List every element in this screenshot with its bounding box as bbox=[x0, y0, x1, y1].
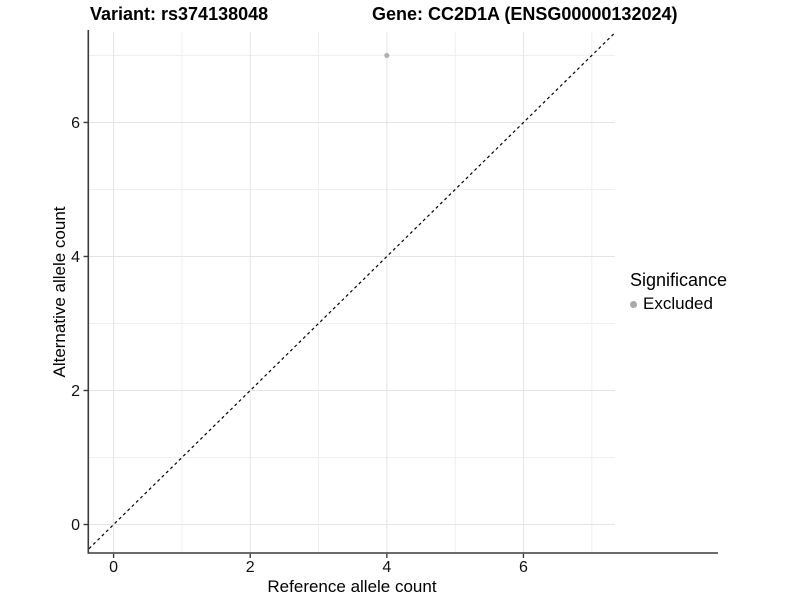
y-tick-label: 2 bbox=[71, 383, 80, 400]
plot-title-variant: Variant: rs374138048 bbox=[90, 4, 269, 24]
x-tick-label: 4 bbox=[382, 559, 391, 576]
data-point bbox=[384, 52, 390, 59]
identity-dashed-line bbox=[88, 32, 616, 550]
y-axis-title: Alternative allele count bbox=[50, 206, 69, 378]
x-tick-label: 6 bbox=[519, 559, 528, 576]
y-tick-label: 0 bbox=[71, 517, 80, 534]
legend-title: Significance bbox=[630, 270, 728, 290]
legend-point-icon bbox=[630, 300, 637, 308]
legend: Significance Excluded bbox=[630, 270, 727, 314]
x-tick-label: 2 bbox=[246, 559, 255, 576]
legend-item-excluded: Excluded bbox=[630, 294, 727, 314]
y-tick-label: 4 bbox=[71, 249, 80, 266]
plot-title-gene: Gene: CC2D1A (ENSG00000132024) bbox=[372, 4, 678, 24]
y-tick-label: 6 bbox=[71, 115, 80, 132]
x-tick-label: 0 bbox=[109, 559, 118, 576]
x-axis-title: Reference allele count bbox=[267, 577, 437, 596]
legend-item-label: Excluded bbox=[643, 294, 713, 313]
